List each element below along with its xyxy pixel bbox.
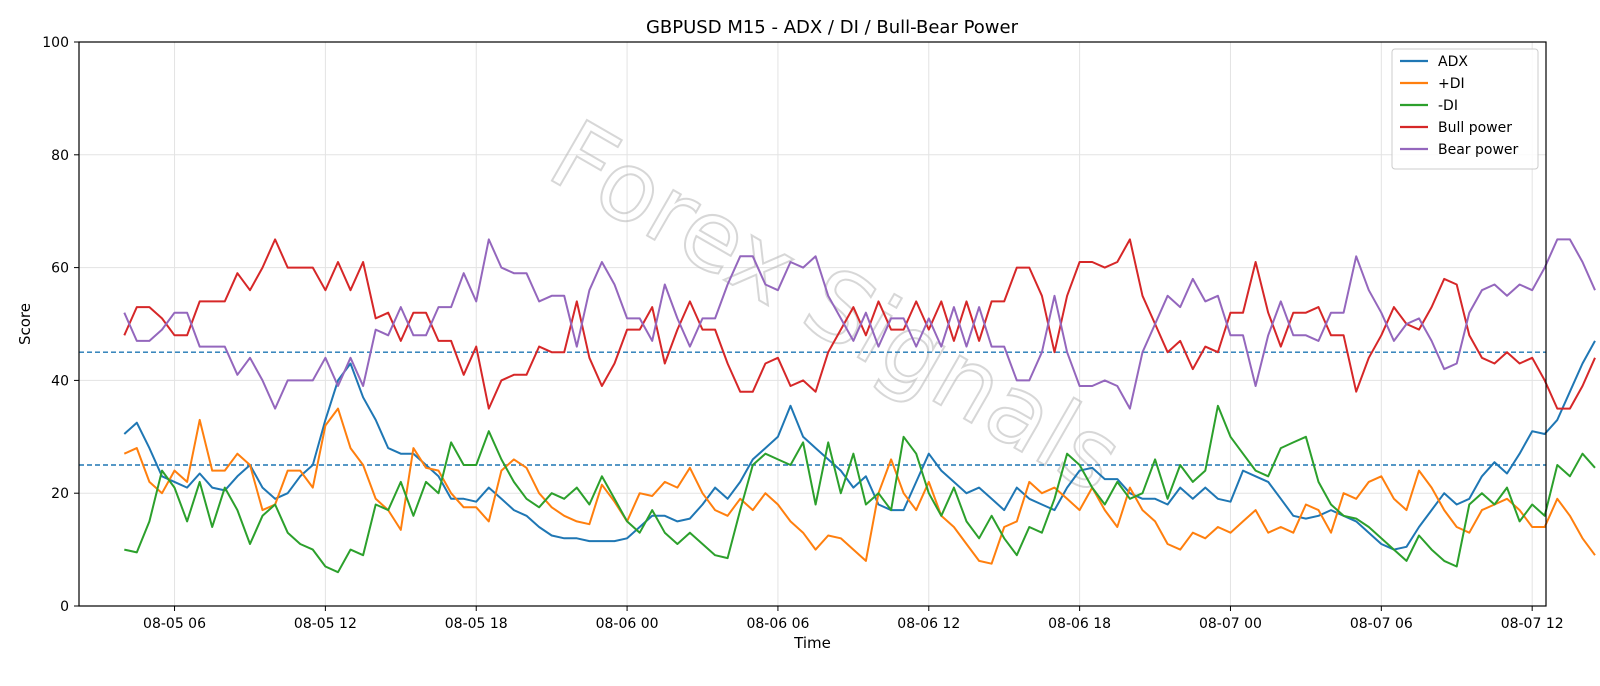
x-tick-label: 08-06 06 [746,616,809,632]
threshold-lines [79,351,1546,466]
x-tick-label: 08-05 18 [445,616,508,632]
x-tick-label: 08-06 12 [897,616,960,632]
series-line-di [123,407,1596,565]
series-line-di [124,404,1596,574]
x-tick-label: 08-07 12 [1501,616,1564,632]
legend: ADX +DI -DI Bull power Bear power [1391,48,1539,170]
legend-label: Bear power [1438,142,1519,158]
plot-frame [78,41,1547,607]
y-tick-label: 100 [42,35,69,51]
y-axis: 0 20 40 60 80 100 [42,35,79,615]
legend-label: Bull power [1438,120,1512,136]
y-tick-label: 80 [51,148,69,164]
x-tick-label: 08-07 00 [1199,616,1262,632]
x-axis-label: Time [793,634,831,652]
x-tick-label: 08-06 00 [596,616,659,632]
series-line-bull-power [123,238,1596,410]
series-line-bear-power [123,238,1596,410]
y-axis-label: Score [16,303,34,345]
x-tick-label: 08-05 12 [294,616,357,632]
y-tick-label: 60 [51,261,69,277]
x-axis: 08-05 06 08-05 12 08-05 18 08-06 00 08-06 06… [143,606,1564,632]
x-tick-label: 08-05 06 [143,616,206,632]
y-tick-label: 20 [51,486,69,502]
series-lines [123,238,1596,574]
y-tick-label: 40 [51,373,69,389]
x-tick-label: 08-06 18 [1048,616,1111,632]
legend-box [1391,48,1539,170]
chart-title: GBPUSD M15 - ADX / DI / Bull-Bear Power [646,17,1019,38]
legend-label: ADX [1438,54,1468,70]
x-tick-label: 08-07 06 [1350,616,1413,632]
legend-label: +DI [1438,76,1465,92]
legend-label: -DI [1438,98,1458,114]
y-tick-label: 0 [60,599,69,615]
